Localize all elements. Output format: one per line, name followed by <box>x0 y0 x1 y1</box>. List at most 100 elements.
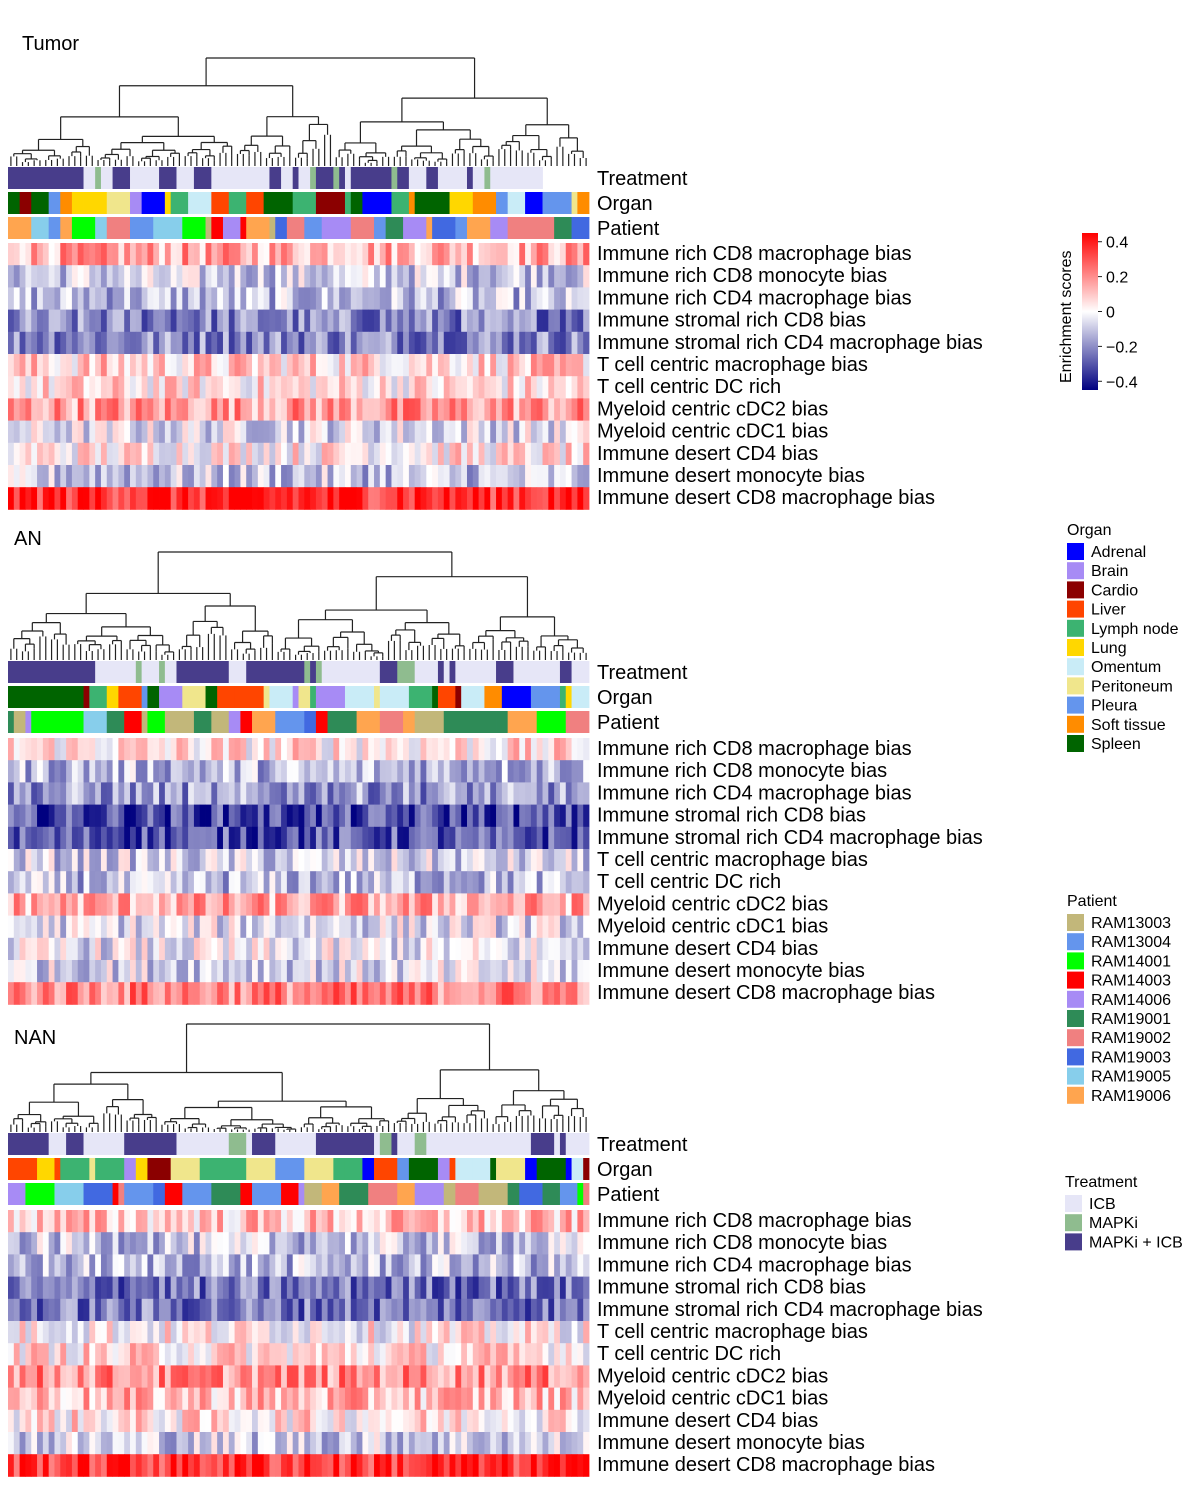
legend-item-label: Peritoneum <box>1091 678 1173 695</box>
heatmap-cell <box>222 804 230 828</box>
heatmap-cell <box>217 487 224 510</box>
heatmap-cell <box>164 354 172 377</box>
legend-swatch <box>1065 1195 1082 1212</box>
heatmap-cell <box>193 1210 201 1233</box>
organ-cell <box>83 686 90 708</box>
heatmap-cell <box>298 1409 305 1433</box>
heatmap-cell <box>333 243 340 266</box>
heatmap-cell <box>437 1232 445 1255</box>
heatmap-cell <box>292 1432 299 1455</box>
heatmap-cell <box>513 487 520 510</box>
heatmap-cell <box>350 1210 357 1233</box>
heatmap-cell <box>408 442 416 466</box>
heatmap-cell <box>449 960 456 983</box>
heatmap-cell <box>583 376 590 399</box>
heatmap-cell <box>496 354 503 377</box>
heatmap-cell <box>182 420 189 444</box>
heatmap-cell <box>281 1232 288 1255</box>
heatmap-cell <box>83 1432 90 1455</box>
heatmap-cell <box>542 309 549 333</box>
heatmap-cell <box>211 849 218 872</box>
patient-cell <box>275 711 305 733</box>
organ-cell <box>391 192 410 214</box>
heatmap-cell <box>542 1254 549 1277</box>
heatmap-cell <box>496 420 503 444</box>
patient-cell <box>275 217 288 239</box>
heatmap-cell <box>519 376 526 399</box>
heatmap-cell <box>397 1276 404 1300</box>
heatmap-cell <box>252 960 259 983</box>
heatmap-cell <box>246 960 253 983</box>
heatmap-cell <box>19 738 26 761</box>
heatmap-cell <box>95 738 102 761</box>
heatmap-cell <box>327 1409 334 1433</box>
heatmap-cell <box>548 1254 555 1277</box>
heatmap-cell <box>496 1365 503 1388</box>
heatmap-cell <box>147 849 154 872</box>
heatmap-cell <box>222 849 230 872</box>
heatmap-cell <box>426 1343 433 1366</box>
heatmap-cell <box>193 354 201 377</box>
heatmap-cell <box>13 1210 21 1233</box>
heatmap-cell <box>374 960 381 983</box>
heatmap-cell <box>106 243 113 266</box>
heatmap-cell <box>362 1298 369 1322</box>
heatmap-cell <box>89 1409 96 1433</box>
heatmap-cell <box>66 1454 73 1477</box>
heatmap-cell <box>414 738 421 761</box>
heatmap-cell <box>449 1454 456 1477</box>
heatmap-cell <box>118 398 125 421</box>
heatmap-cell <box>19 1343 26 1366</box>
row-label: Immune rich CD4 macrophage bias <box>597 287 912 309</box>
heatmap-cell <box>8 804 15 828</box>
heatmap-cell <box>188 1321 195 1344</box>
heatmap-cell <box>536 1409 543 1433</box>
heatmap-cell <box>54 1409 61 1433</box>
heatmap-cell <box>118 1387 125 1411</box>
heatmap-cell <box>437 893 445 916</box>
heatmap-cell <box>252 1232 259 1255</box>
heatmap-cell <box>135 465 143 488</box>
patient-cell <box>60 217 73 239</box>
heatmap-cell <box>513 420 520 444</box>
heatmap-cell <box>501 265 509 288</box>
heatmap-cell <box>327 442 334 466</box>
heatmap-cell <box>525 1232 532 1255</box>
heatmap-cell <box>304 354 311 377</box>
heatmap-cell <box>182 287 189 310</box>
panel-title: Tumor <box>22 33 79 55</box>
heatmap-cell <box>403 893 410 916</box>
heatmap-cell <box>379 1321 387 1344</box>
heatmap-cell <box>252 915 259 939</box>
heatmap-cell <box>77 1365 84 1388</box>
heatmap-cell <box>408 826 416 850</box>
heatmap-cell <box>478 1343 485 1366</box>
heatmap-cell <box>391 331 398 355</box>
heatmap-cell <box>176 376 183 399</box>
heatmap-cell <box>164 309 172 333</box>
row-label: Immune stromal rich CD8 bias <box>597 805 866 827</box>
heatmap-cell <box>304 826 311 850</box>
heatmap-cell <box>385 826 392 850</box>
heatmap-cell <box>449 760 456 783</box>
heatmap-cell <box>530 982 538 1005</box>
heatmap-cell <box>124 915 131 939</box>
heatmap-cell <box>60 487 67 510</box>
heatmap-cell <box>71 738 79 761</box>
heatmap-cell <box>124 804 131 828</box>
heatmap-cell <box>379 893 387 916</box>
heatmap-cell <box>66 442 73 466</box>
heatmap-cell <box>350 1321 357 1344</box>
heatmap-cell <box>414 937 421 961</box>
heatmap-cell <box>135 265 143 288</box>
heatmap-cell <box>583 331 590 355</box>
heatmap-cell <box>240 1298 247 1322</box>
heatmap-cell <box>397 1254 404 1277</box>
heatmap-cell <box>315 1298 323 1322</box>
heatmap-cell <box>25 1365 32 1388</box>
heatmap-cell <box>257 287 265 310</box>
heatmap-cell <box>385 937 392 961</box>
heatmap-cell <box>252 354 259 377</box>
heatmap-cell <box>188 849 195 872</box>
heatmap-cell <box>89 1365 96 1388</box>
